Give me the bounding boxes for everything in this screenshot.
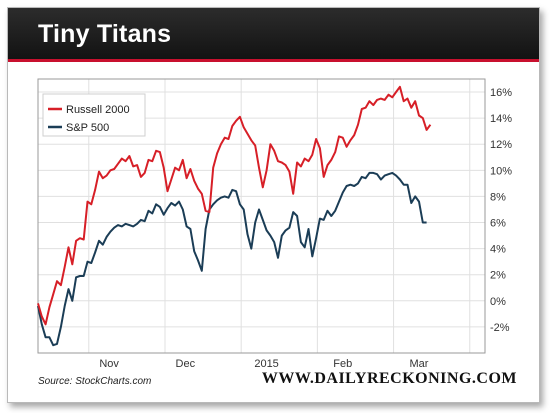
x-tick-label: Feb bbox=[333, 358, 352, 370]
y-tick-label: 8% bbox=[490, 191, 506, 203]
y-tick-label: 14% bbox=[490, 113, 512, 125]
x-tick-label: Dec bbox=[176, 358, 196, 370]
y-tick-label: 10% bbox=[490, 165, 512, 177]
y-tick-labels: -2% 0% 2% 4% 6% 8% 10% 12% 14% 16% bbox=[490, 87, 512, 334]
x-tick-label: 2015 bbox=[254, 358, 278, 370]
chart-title: Tiny Titans bbox=[38, 20, 172, 48]
x-tick-label: Nov bbox=[99, 358, 119, 370]
y-tick-label: 12% bbox=[490, 139, 512, 151]
series-lines bbox=[37, 85, 432, 347]
y-tick-label: -2% bbox=[490, 322, 510, 334]
legend-label: Russell 2000 bbox=[66, 104, 130, 116]
legend-label: S&P 500 bbox=[66, 122, 109, 134]
chart-card: Tiny Titans -2% 0% 2% 4% 6% 8% 10% 12% 14% 16% No… bbox=[7, 7, 540, 403]
series-line-s-p-500 bbox=[37, 171, 427, 347]
series-line-russell-2000 bbox=[37, 85, 432, 326]
y-tick-label: 6% bbox=[490, 218, 506, 230]
y-tick-label: 2% bbox=[490, 270, 506, 282]
y-tick-label: 0% bbox=[490, 296, 506, 308]
y-tick-label: 16% bbox=[490, 87, 512, 99]
y-tick-label: 4% bbox=[490, 244, 506, 256]
source-note: Source: StockCharts.com bbox=[38, 376, 152, 387]
brand-link[interactable]: WWW.DAILYRECKONING.COM bbox=[261, 370, 517, 387]
line-chart: -2% 0% 2% 4% 6% 8% 10% 12% 14% 16% Nov Dec 2015 Feb M… bbox=[37, 78, 512, 370]
x-tick-labels: Nov Dec 2015 Feb Mar bbox=[99, 358, 428, 370]
legend: Russell 2000 S&P 500 bbox=[42, 93, 146, 137]
plot-border bbox=[37, 78, 486, 354]
title-bar: Tiny Titans bbox=[8, 8, 539, 62]
legend-box bbox=[42, 93, 146, 137]
x-tick-label: Mar bbox=[409, 358, 428, 370]
title-underline bbox=[8, 59, 539, 62]
